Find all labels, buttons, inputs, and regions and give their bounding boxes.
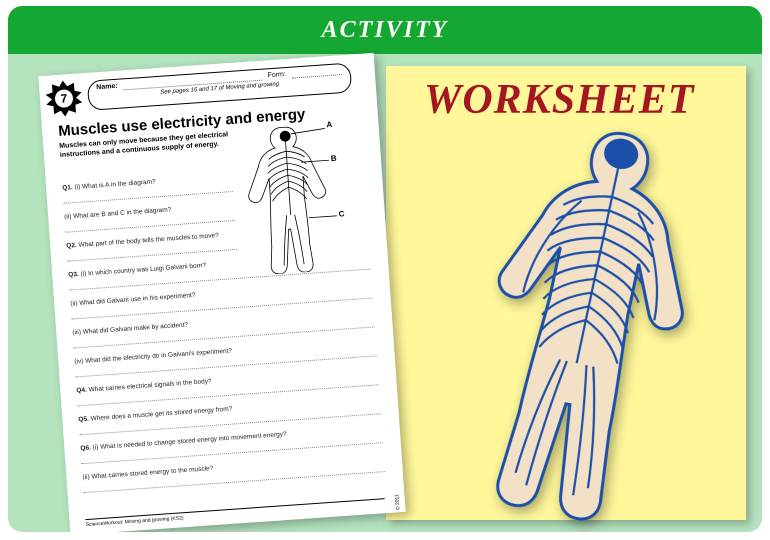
badge-number: 7: [60, 91, 68, 105]
sheet-footer: ScienceWorkout: Moving and growing (KS2): [85, 498, 385, 528]
question-item: Q2. What part of the body tells the musc…: [66, 231, 237, 262]
name-label: Name:: [96, 83, 118, 92]
question-item: (ii) What are B and C in the diagram?: [64, 202, 235, 233]
question-item: Q1. (i) What is A in the diagram?: [62, 173, 233, 204]
activity-card: ACTIVITY WORKSHEET: [8, 6, 762, 532]
header-label: ACTIVITY: [322, 17, 449, 44]
form-label: Form:: [267, 71, 286, 80]
unit-badge: 7: [45, 79, 83, 117]
diagram-label-a: A: [326, 120, 332, 129]
copyright: © 2011: [394, 494, 401, 510]
worksheet-page: 7 Name: Form: See pages 16 and 17 of Mov…: [38, 53, 405, 532]
questions-block: Q1. (i) What is A in the diagram?(ii) Wh…: [61, 154, 385, 493]
name-form-box: Name: Form: See pages 16 and 17 of Movin…: [87, 62, 352, 110]
header-bar: ACTIVITY: [8, 6, 762, 54]
